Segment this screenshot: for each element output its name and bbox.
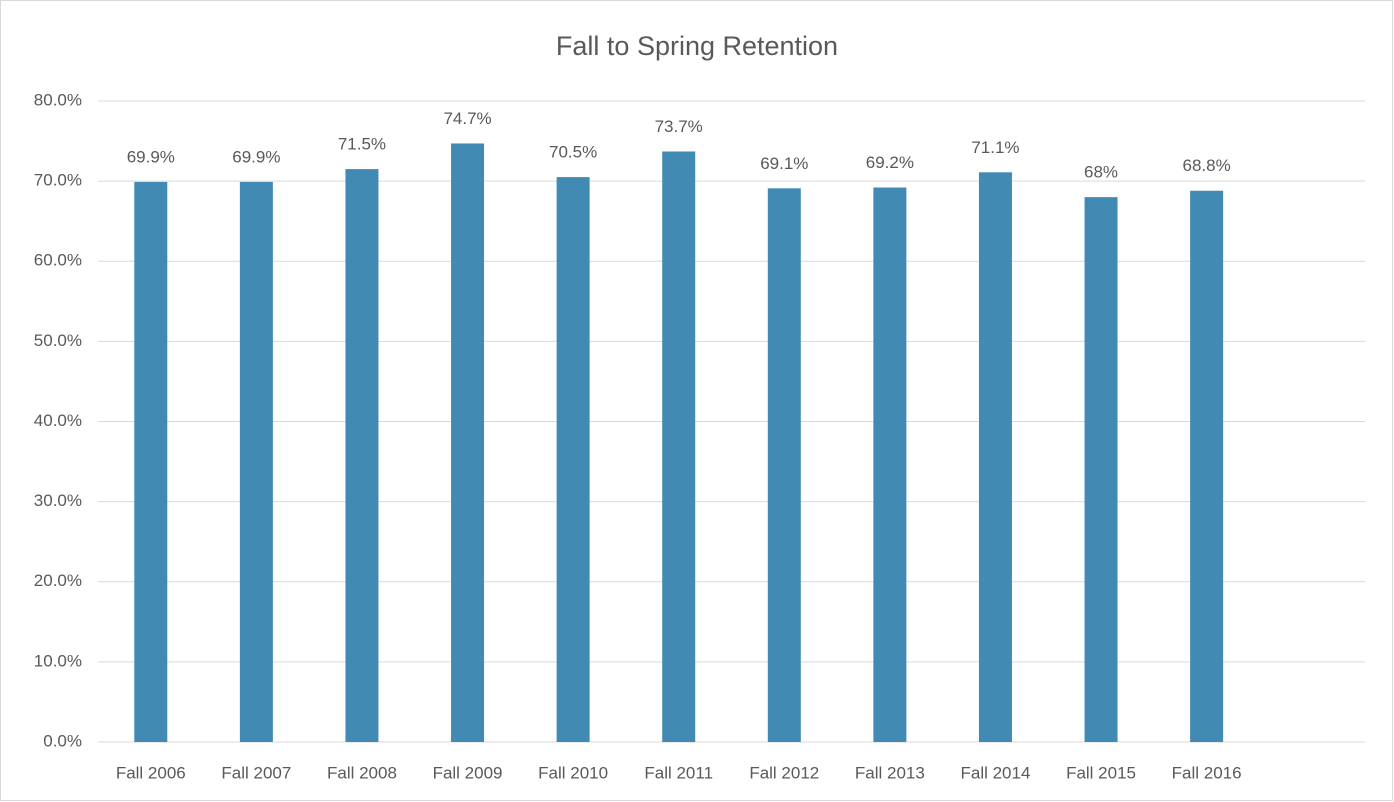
y-tick-label: 70.0% bbox=[34, 171, 82, 190]
x-tick-label: Fall 2008 bbox=[327, 763, 397, 782]
bar bbox=[345, 169, 379, 742]
y-tick-label: 60.0% bbox=[34, 251, 82, 270]
x-tick-label: Fall 2014 bbox=[960, 763, 1030, 782]
value-label: 68% bbox=[1084, 163, 1118, 182]
value-label: 68.8% bbox=[1183, 156, 1231, 175]
bar bbox=[239, 181, 273, 742]
value-label: 69.9% bbox=[127, 147, 175, 166]
chart-title: Fall to Spring Retention bbox=[556, 31, 838, 61]
x-tick-label: Fall 2010 bbox=[538, 763, 608, 782]
value-label: 69.9% bbox=[232, 147, 280, 166]
bar bbox=[873, 187, 907, 742]
x-tick-label: Fall 2012 bbox=[749, 763, 819, 782]
x-tick-label: Fall 2015 bbox=[1066, 763, 1136, 782]
x-tick-label: Fall 2009 bbox=[433, 763, 503, 782]
y-tick-label: 80.0% bbox=[34, 90, 82, 109]
y-tick-label: 0.0% bbox=[43, 731, 82, 750]
y-tick-label: 40.0% bbox=[34, 411, 82, 430]
x-tick-label: Fall 2013 bbox=[855, 763, 925, 782]
y-tick-label: 50.0% bbox=[34, 331, 82, 350]
x-tick-label: Fall 2016 bbox=[1172, 763, 1242, 782]
bar bbox=[662, 151, 696, 742]
value-label: 70.5% bbox=[549, 143, 597, 162]
x-tick-label: Fall 2011 bbox=[644, 763, 713, 782]
x-tick-label: Fall 2006 bbox=[116, 763, 186, 782]
value-label: 69.1% bbox=[760, 154, 808, 173]
value-label: 71.5% bbox=[338, 135, 386, 154]
value-label: 74.7% bbox=[443, 109, 491, 128]
bar bbox=[451, 143, 485, 742]
x-tick-label: Fall 2007 bbox=[221, 763, 291, 782]
value-label: 73.7% bbox=[655, 117, 703, 136]
bar bbox=[1084, 197, 1118, 742]
y-tick-label: 20.0% bbox=[34, 571, 82, 590]
y-tick-label: 10.0% bbox=[34, 651, 82, 670]
value-label: 69.2% bbox=[866, 153, 914, 172]
bar bbox=[556, 177, 590, 742]
y-tick-label: 30.0% bbox=[34, 491, 82, 510]
bar bbox=[134, 181, 168, 742]
bar bbox=[1190, 190, 1224, 743]
bar bbox=[978, 172, 1012, 742]
bar bbox=[767, 188, 801, 742]
value-label: 71.1% bbox=[971, 138, 1019, 157]
